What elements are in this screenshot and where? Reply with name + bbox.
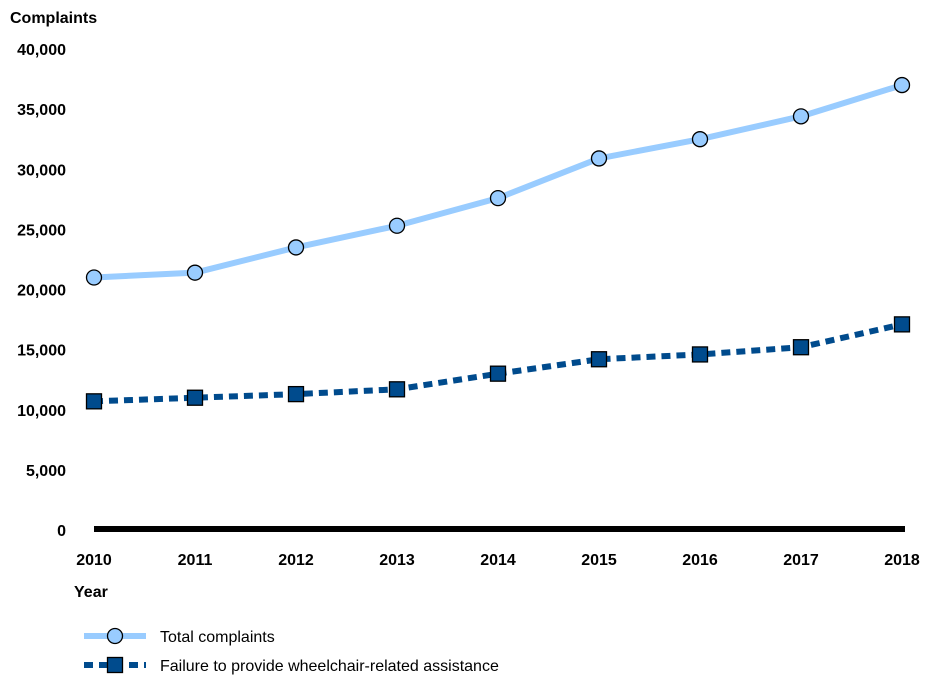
x-tick-label: 2014 bbox=[480, 552, 516, 569]
x-tick-label: 2010 bbox=[76, 552, 112, 569]
x-tick-label: 2018 bbox=[884, 552, 920, 569]
y-tick-label: 0 bbox=[57, 523, 66, 540]
series-0 bbox=[85, 76, 911, 286]
y-axis-title: Complaints bbox=[10, 10, 97, 27]
data-point bbox=[792, 339, 810, 356]
data-point bbox=[388, 381, 406, 398]
data-point bbox=[893, 316, 911, 333]
data-point bbox=[489, 365, 507, 382]
x-tick-label: 2016 bbox=[682, 552, 718, 569]
x-tick-label: 2013 bbox=[379, 552, 415, 569]
series-line bbox=[93, 82, 903, 281]
series-1 bbox=[85, 316, 911, 410]
data-point bbox=[489, 189, 507, 207]
y-tick-label: 40,000 bbox=[17, 42, 66, 59]
legend: Total complaints Failure to provide wheel… bbox=[84, 627, 499, 675]
x-tick-label: 2012 bbox=[278, 552, 314, 569]
x-tick-label: 2011 bbox=[178, 552, 213, 569]
y-tick-label: 25,000 bbox=[17, 222, 66, 239]
legend-marker bbox=[106, 627, 124, 645]
y-tick-label: 10,000 bbox=[17, 403, 66, 420]
data-point bbox=[186, 389, 204, 406]
data-point bbox=[590, 150, 608, 167]
legend-label: Total complaints bbox=[160, 629, 275, 646]
data-point bbox=[85, 269, 103, 286]
legend-item: Failure to provide wheelchair-related as… bbox=[84, 656, 499, 675]
x-axis: 2010 2011 2012 2013 2014 2015 2016 2017 2018 bbox=[76, 552, 920, 569]
data-point bbox=[388, 217, 406, 234]
x-axis-title: Year bbox=[74, 584, 108, 601]
data-point bbox=[287, 239, 305, 256]
x-tick-label: 2017 bbox=[783, 552, 819, 569]
y-tick-label: 15,000 bbox=[17, 343, 66, 360]
data-point bbox=[590, 351, 608, 368]
y-tick-label: 35,000 bbox=[17, 102, 66, 119]
y-tick-label: 30,000 bbox=[17, 162, 66, 179]
y-tick-label: 20,000 bbox=[17, 283, 66, 300]
data-point bbox=[287, 385, 305, 403]
data-point bbox=[691, 131, 709, 148]
y-axis: 0 5,000 10,000 15,000 20,000 25,000 30,000 35,0… bbox=[17, 42, 66, 540]
y-tick-label: 5,000 bbox=[26, 463, 66, 480]
legend-item: Total complaints bbox=[84, 627, 275, 646]
data-point bbox=[186, 264, 204, 281]
series-layer bbox=[85, 76, 911, 410]
data-point bbox=[691, 346, 709, 363]
data-point bbox=[85, 393, 103, 410]
data-point bbox=[893, 76, 911, 94]
series-line bbox=[93, 321, 903, 405]
data-point bbox=[792, 108, 810, 125]
x-tick-label: 2015 bbox=[581, 552, 617, 569]
legend-marker bbox=[106, 656, 124, 674]
legend-label: Failure to provide wheelchair-related as… bbox=[160, 658, 499, 675]
